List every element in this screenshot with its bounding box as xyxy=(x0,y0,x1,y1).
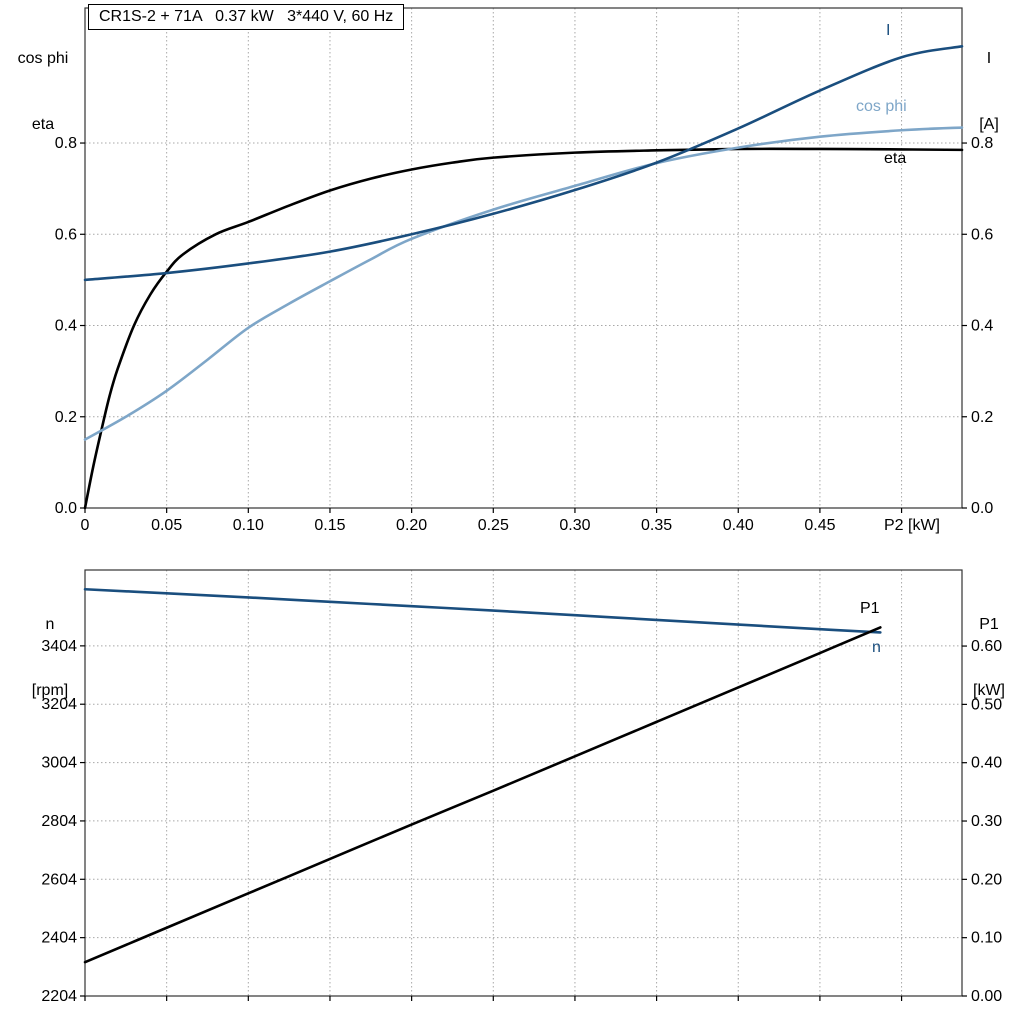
chart-1: 2204 2404 2604 2804 3004 3204 3404 0.00 0.10 0.20… xyxy=(41,569,1002,1005)
curve-n xyxy=(83,587,882,634)
x-tick-label: 0.10 xyxy=(233,517,264,534)
right-tick-label: 0.6 xyxy=(971,226,993,243)
bottom-chart-left-axis-title: n [rpm] xyxy=(8,570,92,724)
curve-label-p1: P1 xyxy=(860,600,880,617)
left-tick-label: 3004 xyxy=(41,755,77,772)
x-axis-unit-label: P2 [kW] xyxy=(884,517,940,534)
left-tick-label: 0.4 xyxy=(55,318,77,335)
right-axis-title-line2: [A] xyxy=(979,116,999,133)
x-tick-label: 0 xyxy=(81,517,90,534)
left-tick-label: 2804 xyxy=(41,813,77,830)
x-tick-label: 0.35 xyxy=(641,517,672,534)
curve-label-n: n xyxy=(872,639,881,656)
left-axis-title-line1: cos phi xyxy=(17,50,69,67)
left-tick-label: 2204 xyxy=(41,988,77,1005)
right-tick-label: 0.8 xyxy=(971,135,993,152)
curve-label-cos-phi: cos phi xyxy=(856,98,907,115)
right-tick-label: 0.4 xyxy=(971,318,993,335)
chart-0: 0.0 0.2 0.4 0.6 0.8 0.0 0.2 0.4 0.6 0.8 0 0.05 0.10 0… xyxy=(55,7,993,534)
top-chart-left-axis-title: cos phi eta xyxy=(0,4,86,158)
left-tick-label: 3404 xyxy=(41,638,77,655)
x-tick-label: 0.45 xyxy=(804,517,835,534)
curve-p1 xyxy=(83,626,882,964)
x-tick-label: 0.20 xyxy=(396,517,427,534)
left-tick-label: 0.2 xyxy=(55,409,77,426)
left-axis-title-line1: n xyxy=(45,616,55,633)
left-tick-label: 0.6 xyxy=(55,226,77,243)
left-tick-label: 2604 xyxy=(41,871,77,888)
left-tick-label: 2404 xyxy=(41,930,77,947)
curve-eta xyxy=(83,147,964,510)
x-tick-label: 0.30 xyxy=(559,517,590,534)
curve-i xyxy=(83,45,964,282)
right-tick-label: 0.20 xyxy=(971,871,1002,888)
left-tick-label: 0.8 xyxy=(55,135,77,152)
left-tick-label: 0.0 xyxy=(55,500,77,517)
plot-frame xyxy=(84,569,963,997)
x-tick-label: 0.15 xyxy=(314,517,345,534)
curve-label-current: I xyxy=(886,22,891,39)
right-tick-label: 0.2 xyxy=(971,409,993,426)
bottom-chart-right-axis-title: P1 [kW] xyxy=(958,570,1020,724)
right-tick-label: 0.60 xyxy=(971,638,1002,655)
right-axis-title-line2: [kW] xyxy=(973,682,1005,699)
right-tick-label: 0.50 xyxy=(971,696,1002,713)
plot-frame xyxy=(84,7,963,509)
curve-label-eta: eta xyxy=(884,150,907,167)
right-axis-title-line1: I xyxy=(986,50,992,67)
left-tick-label: 3204 xyxy=(41,696,77,713)
curve-cos-phi xyxy=(83,126,964,441)
right-tick-label: 0.00 xyxy=(971,988,1002,1005)
x-tick-label: 0.40 xyxy=(723,517,754,534)
x-tick-label: 0.05 xyxy=(151,517,182,534)
right-axis-title-line1: P1 xyxy=(979,616,999,633)
x-tick-label: 0.25 xyxy=(478,517,509,534)
right-tick-label: 0.40 xyxy=(971,755,1002,772)
right-tick-label: 0.30 xyxy=(971,813,1002,830)
right-tick-label: 0.0 xyxy=(971,500,993,517)
right-tick-label: 0.10 xyxy=(971,930,1002,947)
left-axis-title-line2: eta xyxy=(31,116,55,133)
top-chart-right-axis-title: I [A] xyxy=(960,4,1018,158)
chart-title-box: CR1S-2 + 71A 0.37 kW 3*440 V, 60 Hz xyxy=(88,4,405,30)
left-axis-title-line2: [rpm] xyxy=(31,682,69,699)
